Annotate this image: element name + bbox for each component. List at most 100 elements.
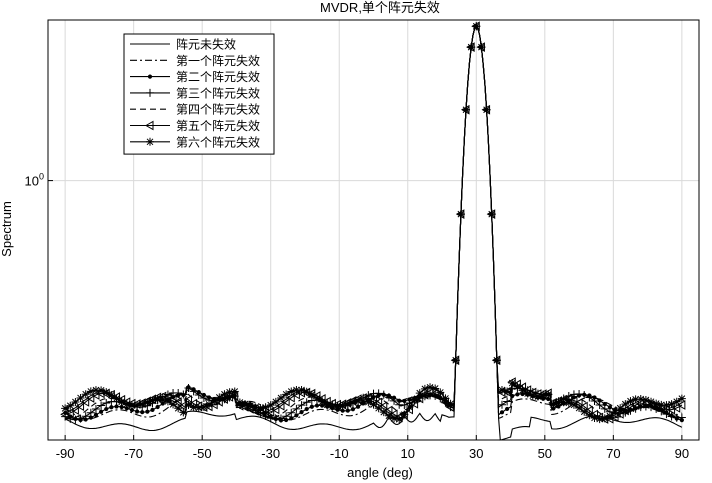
legend-label: 第五个阵元失效 <box>176 118 260 133</box>
x-axis-label: angle (deg) <box>347 465 413 480</box>
chart-title: MVDR,单个阵元失效 <box>320 0 440 15</box>
legend-label: 第二个阵元失效 <box>176 69 260 84</box>
series-point <box>309 404 314 409</box>
y-axis-ticks: 100 <box>25 172 53 189</box>
series-7 <box>61 22 686 424</box>
series-point <box>199 402 208 411</box>
series-point <box>205 400 214 409</box>
series-point <box>256 404 265 413</box>
legend-label: 第四个阵元失效 <box>176 102 260 117</box>
series-point <box>350 407 356 412</box>
series-point <box>61 404 70 413</box>
series-point <box>338 401 347 410</box>
series-point <box>590 397 599 406</box>
series-point <box>414 393 424 404</box>
series-point <box>616 404 625 413</box>
series-point <box>179 390 188 399</box>
series-point <box>657 400 666 409</box>
series-point <box>299 410 304 415</box>
x-axis-ticks: -90 -70 -50 -30 -10 10 30 50 70 90 <box>56 435 689 461</box>
series-point <box>91 386 100 395</box>
series-point <box>102 398 111 407</box>
series-point <box>76 393 85 402</box>
series-point <box>513 382 522 391</box>
series-point <box>505 406 510 412</box>
series-point <box>163 397 172 406</box>
series-point <box>292 404 301 413</box>
series-point <box>150 407 155 412</box>
series-point <box>589 409 598 420</box>
series-point <box>188 398 198 409</box>
series-point <box>318 397 327 406</box>
series-point <box>590 413 599 422</box>
series-point <box>631 395 640 404</box>
series-point <box>677 413 686 422</box>
series-point <box>580 391 589 400</box>
series-point <box>173 397 182 407</box>
series-point <box>294 413 299 418</box>
series-point <box>585 411 594 420</box>
series-point <box>662 401 671 410</box>
legend-marker <box>147 74 153 79</box>
legend-label: 第一个阵元失效 <box>176 53 260 68</box>
series-point <box>80 397 90 407</box>
series-point <box>585 393 594 402</box>
series-point <box>281 396 290 407</box>
series-point <box>383 405 393 416</box>
series-point <box>194 404 203 413</box>
series-point <box>451 356 460 365</box>
series-point <box>595 415 604 424</box>
series-point <box>210 396 219 405</box>
series-point <box>133 401 142 410</box>
series-point <box>575 404 584 413</box>
series-point <box>265 407 275 417</box>
series-point <box>600 414 609 423</box>
series-point <box>564 398 573 407</box>
series-point <box>395 415 404 424</box>
series-point <box>275 400 285 411</box>
series-point <box>276 414 285 423</box>
series-point <box>246 401 255 410</box>
series-point <box>261 403 270 412</box>
series-point <box>276 394 285 403</box>
series-point <box>611 408 620 417</box>
series-point <box>568 395 578 406</box>
legend-label: 第六个阵元失效 <box>176 134 260 149</box>
series-point <box>328 402 337 411</box>
series-point <box>599 414 609 424</box>
series-point <box>446 399 455 408</box>
series-point <box>302 398 311 407</box>
series-point <box>400 410 409 419</box>
legend-entry: 第三个阵元失效 <box>130 85 260 100</box>
series-point <box>189 403 198 412</box>
series-point <box>652 399 661 408</box>
series-point <box>138 400 147 409</box>
series-point <box>499 410 505 415</box>
series-point <box>143 398 152 407</box>
series-point <box>93 412 99 417</box>
series-point <box>81 412 90 421</box>
series-point <box>497 400 506 409</box>
series-point <box>297 401 306 410</box>
series-point <box>355 404 361 409</box>
series-point <box>384 393 393 402</box>
series-point <box>304 406 309 412</box>
series-point <box>169 400 178 409</box>
series-point <box>625 402 634 413</box>
series-point <box>348 398 357 407</box>
series-point <box>81 390 90 399</box>
series-point <box>235 398 244 407</box>
series-group <box>60 21 686 441</box>
series-point <box>515 392 520 397</box>
series-point <box>420 384 429 393</box>
series-point <box>323 400 332 409</box>
series-point <box>194 390 203 399</box>
series-point <box>410 395 419 404</box>
legend-entry: 第二个阵元失效 <box>130 69 260 84</box>
series-point <box>374 389 383 398</box>
series-point <box>109 405 114 410</box>
series-point <box>554 398 563 407</box>
series-point <box>390 414 399 423</box>
series-point <box>503 387 512 396</box>
